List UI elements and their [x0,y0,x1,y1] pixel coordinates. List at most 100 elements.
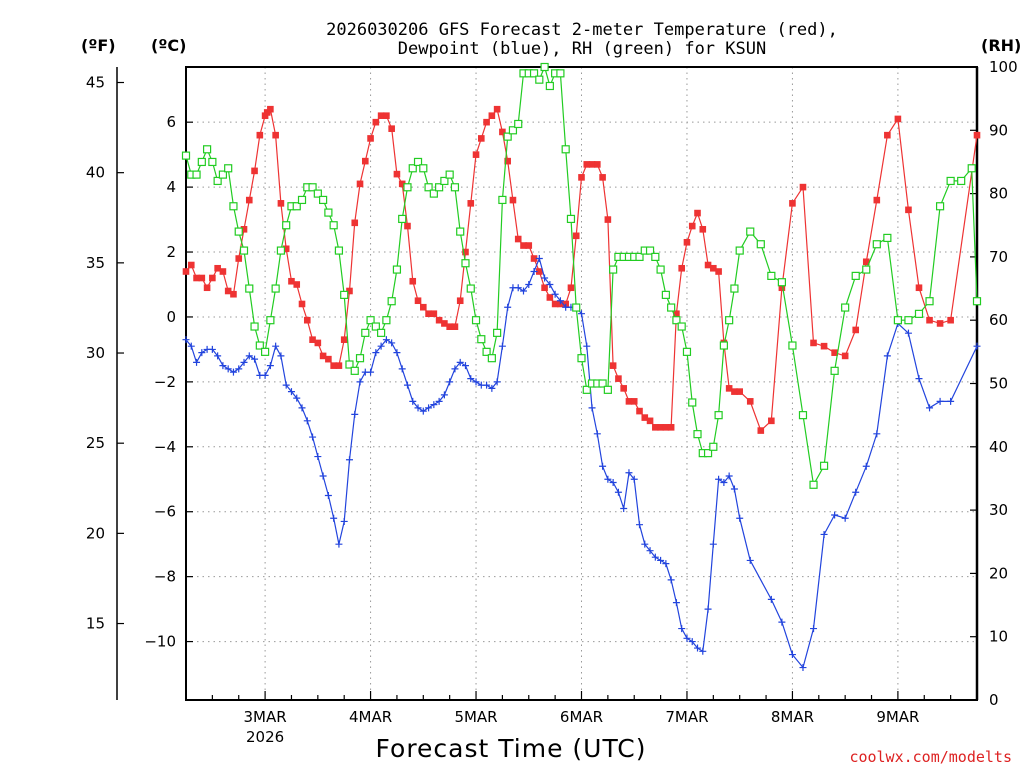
x-tick-label: 3MAR [244,708,287,726]
temperature-point [551,300,559,308]
dewpoint-point [609,479,617,487]
dewpoint-point [525,280,533,288]
dewpoint-point [493,378,501,386]
x-tick-label: 5MAR [454,708,497,726]
rh-point [229,202,238,211]
dewpoint-point [672,599,680,607]
temperature-point [282,245,290,253]
temperature-point [245,196,253,204]
rh-point [535,75,544,84]
dewpoint-point [599,462,607,470]
series-group [181,62,982,672]
temperature-point [688,222,696,230]
rh-point [419,164,428,173]
dewpoint-point [446,378,454,386]
rh-point [377,328,386,337]
rh-point [508,126,518,135]
rh-point [561,145,570,154]
temperature-point [678,264,685,272]
dewpoint-point [947,397,955,405]
chart-title-line-1: 2026030206 GFS Forecast 2-meter Temperat… [326,20,838,40]
temperature-point [710,264,717,272]
rh-point [957,176,966,186]
temperature-point [409,277,417,285]
rh-point [218,170,228,179]
dewpoint-point [936,397,944,405]
rh-point [925,297,934,306]
temperature-point [393,170,401,178]
temperature-point [198,274,206,282]
rh-point [756,240,765,249]
c-tick-label: −8 [154,568,176,586]
temperature-point [219,268,227,275]
dewpoint-point [330,514,338,522]
temperature-point [541,284,548,292]
temperature-point [572,232,580,240]
temperature-point [778,284,786,292]
temperature-point [673,310,680,318]
temperature-point [789,200,796,207]
dewpoint-point [926,404,934,412]
fahrenheit-unit-label: (ºF) [81,36,116,55]
dewpoint-point [425,404,433,412]
dewpoint-point [314,453,322,461]
dewpoint-point [419,407,427,415]
rh-point [830,366,839,375]
dewpoint-point [620,504,628,512]
dewpoint-point [351,410,359,418]
dewpoint-point [324,491,332,499]
rh-point [340,290,349,299]
dewpoint-point [504,303,512,311]
temperature-line [185,107,978,432]
rh-point [935,202,945,211]
rh-point [319,195,328,205]
rh-point [282,221,291,230]
temperature-point [462,248,469,256]
rh-point [603,385,612,394]
dewpoint-point [277,352,285,360]
temperature-point [298,300,306,308]
temperature-point [594,161,601,168]
temperature-point [330,362,337,369]
dewpoint-point [356,378,364,386]
dewpoint-point [461,362,469,370]
dewpoint-point [657,556,665,564]
temperature-point [926,316,933,324]
temperature-point [725,385,733,392]
dewpoint-point [345,456,353,464]
rh-point [239,246,249,255]
x-tick-label: 8MAR [771,708,814,726]
temperature-point [356,180,364,188]
dewpoint-point [556,297,564,305]
f-tick-label: 40 [86,164,105,182]
temperature-point [567,284,575,292]
rh-point [688,398,697,407]
temperature-point [383,112,390,119]
rh-point [714,411,723,420]
temperature-point [873,196,881,204]
temperature-point [625,398,633,405]
dewpoint-point [546,280,554,288]
rh-point [503,132,512,141]
temperature-point [657,424,664,431]
rh-point [566,214,576,224]
axes: 454035302520156420−2−4−6−8−1010090807060… [86,58,1018,746]
celsius-unit-label: (ºC) [151,36,186,55]
rh-point [202,145,212,154]
temperature-point [420,303,427,311]
dewpoint-point [208,345,216,353]
temperature-point [641,414,649,421]
c-tick-label: 0 [166,308,176,326]
rh-tick-label: 10 [989,628,1008,646]
temperature-point [346,287,353,295]
f-tick-label: 35 [86,254,105,272]
rh-point [735,246,744,255]
dewpoint-point [393,349,401,357]
dewpoint-point [414,404,422,412]
temperature-point [973,131,981,139]
rh-point [514,119,523,129]
rh-point [392,265,402,274]
dewpoint-point [388,339,396,347]
temperature-point [662,424,670,431]
temperature-point [746,398,754,405]
